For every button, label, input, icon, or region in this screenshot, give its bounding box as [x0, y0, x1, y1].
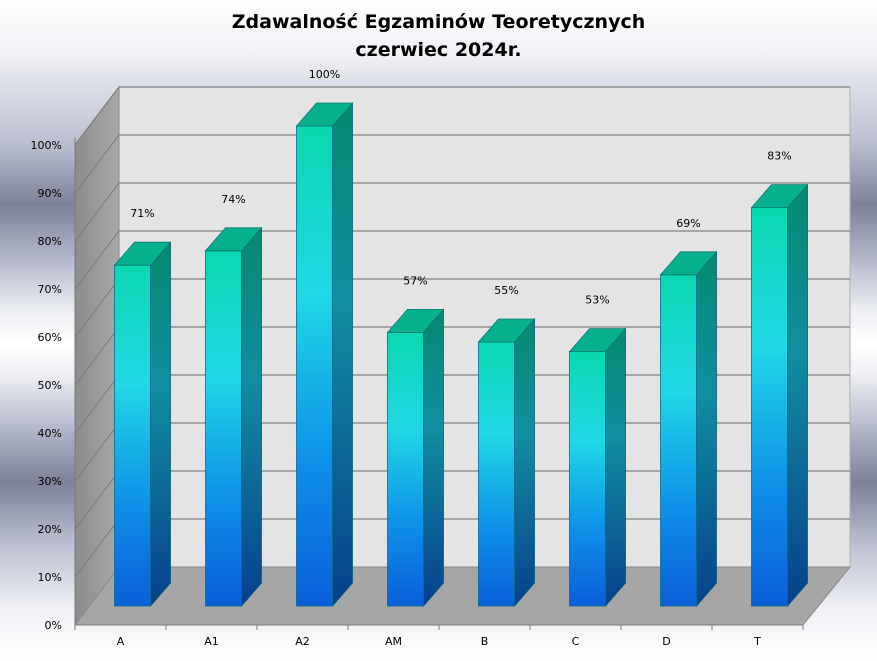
- bar-front: [387, 331, 424, 607]
- bar-A2: [295, 101, 354, 608]
- floor-plane: [73, 566, 852, 626]
- chart-title: Zdawalność Egzaminów Teoretycznych czerw…: [0, 8, 877, 64]
- data-label: 71%: [130, 207, 154, 220]
- bar-top: [750, 184, 809, 209]
- gridline-side: [74, 182, 120, 242]
- bar-side: [514, 317, 535, 608]
- bar-AM: [386, 308, 445, 608]
- gridline-side: [74, 422, 120, 482]
- bar-top: [659, 251, 718, 276]
- gridline-side: [74, 86, 120, 146]
- y-tick-label: 90%: [38, 187, 62, 200]
- chart-walls: [74, 85, 851, 627]
- chart-subtitle: czerwiec 2024r.: [355, 39, 522, 61]
- y-tick-label: 10%: [38, 571, 62, 584]
- bar-side: [150, 241, 171, 608]
- bars: [113, 101, 809, 608]
- x-tick-label: AM: [385, 635, 402, 648]
- x-axis: A A1 A2 AM B C D T: [74, 137, 804, 648]
- bar-side: [787, 183, 808, 608]
- x-tick-label: A: [117, 635, 125, 648]
- bar-top: [386, 308, 445, 333]
- bar-top: [295, 102, 354, 127]
- bar-A: [113, 241, 172, 608]
- y-tick-label: 50%: [38, 379, 62, 392]
- bar-side: [605, 327, 626, 608]
- bar-A1: [204, 226, 263, 608]
- data-label: 100%: [309, 68, 340, 81]
- data-label: 53%: [585, 294, 609, 307]
- bar-C: [568, 327, 627, 608]
- bar-B: [477, 317, 536, 608]
- gridline-side: [74, 230, 120, 290]
- y-tick-label: 100%: [31, 139, 62, 152]
- bar-side: [332, 101, 353, 608]
- data-label: 83%: [767, 150, 791, 163]
- y-axis: 0% 10% 20% 30% 40% 50% 60% 70% 80% 90% 100%: [31, 139, 62, 632]
- x-tick-label: T: [753, 635, 761, 648]
- bar-side: [241, 226, 262, 608]
- bar-top: [568, 328, 627, 353]
- bar-side: [423, 308, 444, 608]
- y-tick-label: 30%: [38, 475, 62, 488]
- bar-front: [478, 341, 515, 607]
- data-labels: 71% 74% 100% 57% 55% 53% 69% 83%: [130, 68, 791, 307]
- data-label: 74%: [221, 193, 245, 206]
- bar-top: [204, 227, 263, 252]
- gridline-side: [74, 278, 120, 338]
- data-label: 55%: [494, 284, 518, 297]
- bar-front: [660, 274, 697, 607]
- data-label: 69%: [676, 217, 700, 230]
- x-tick-label: B: [481, 635, 489, 648]
- bar-side: [696, 250, 717, 608]
- y-tick-label: 60%: [38, 331, 62, 344]
- bar-front: [569, 351, 606, 607]
- y-tick-label: 20%: [38, 523, 62, 536]
- gridline-side: [74, 470, 120, 530]
- bar-top: [113, 241, 172, 266]
- gridline-side: [74, 518, 120, 578]
- x-tick-label: D: [662, 635, 670, 648]
- data-label: 57%: [403, 274, 427, 287]
- bar-front: [751, 207, 788, 607]
- bar-front: [114, 264, 151, 607]
- x-tick-label: A2: [295, 635, 310, 648]
- x-tick-label: A1: [204, 635, 219, 648]
- gridline-side: [74, 374, 120, 434]
- chart-title-line1: Zdawalność Egzaminów Teoretycznych: [231, 11, 646, 33]
- bar-D: [659, 250, 718, 608]
- bar-front: [205, 250, 242, 607]
- bar-top: [477, 318, 536, 343]
- y-tick-label: 0%: [45, 619, 62, 632]
- x-tick-label: C: [572, 635, 580, 648]
- y-tick-label: 80%: [38, 235, 62, 248]
- bar-front: [296, 125, 333, 607]
- y-tick-label: 70%: [38, 283, 62, 296]
- bar-T: [750, 183, 809, 608]
- y-tick-label: 40%: [38, 427, 62, 440]
- gridline-side: [74, 134, 120, 194]
- chart-floor: [73, 566, 852, 626]
- gridline-side: [74, 326, 120, 386]
